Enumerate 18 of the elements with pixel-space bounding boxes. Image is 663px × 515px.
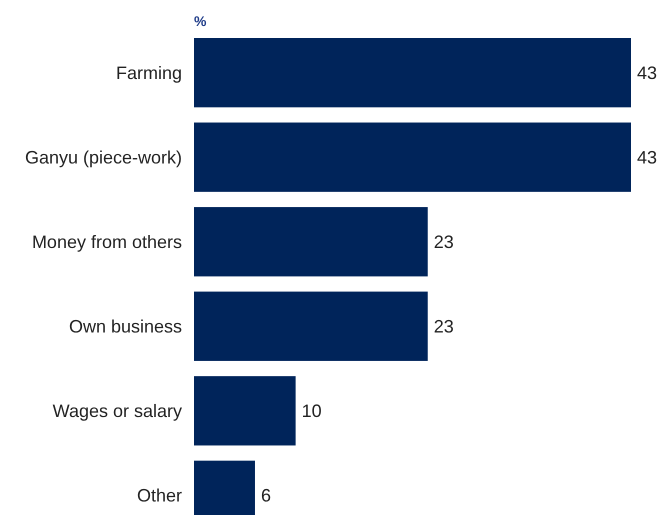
data-label: 6 (260, 486, 271, 506)
data-label: 10 (302, 401, 322, 422)
y-tick-label: Other (136, 486, 182, 506)
x-axis-title: % (194, 13, 207, 29)
data-label: 23 (434, 316, 454, 337)
bar (194, 38, 631, 108)
y-tick-label: Farming (116, 62, 182, 83)
y-tick-label: Own business (68, 316, 182, 337)
data-label: 43 (637, 62, 658, 83)
data-label: 43 (637, 147, 658, 168)
bar (194, 122, 631, 192)
y-tick-label: Ganyu (piece-work) (24, 147, 182, 168)
bar (194, 292, 428, 361)
bar (194, 207, 428, 276)
y-tick-label: Wages or salary (52, 401, 182, 422)
data-label: 23 (434, 232, 454, 252)
y-tick-label: Money from others (32, 232, 182, 252)
bar (194, 376, 296, 446)
